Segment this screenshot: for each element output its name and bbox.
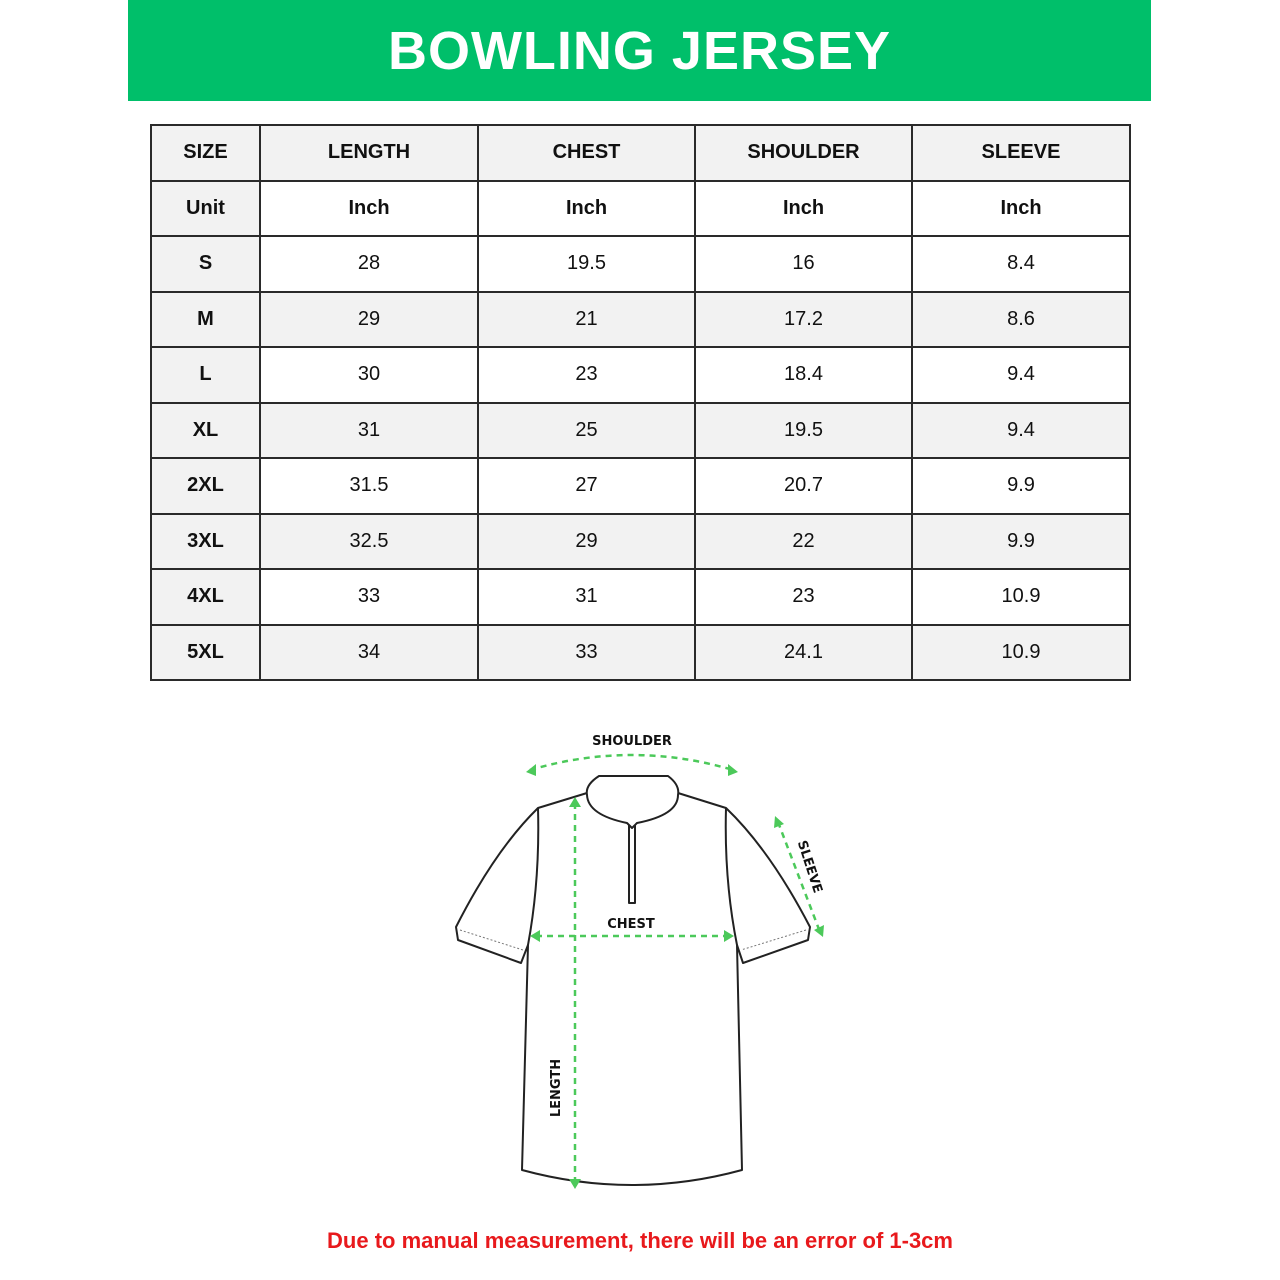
value-cell: 9.9 [911, 457, 1131, 515]
value-cell: 25 [477, 401, 696, 459]
value-cell: 34 [259, 623, 479, 681]
value-cell: 32.5 [259, 512, 479, 570]
value-cell: 10.9 [911, 623, 1131, 681]
unit-cell: Inch [259, 179, 479, 237]
value-cell: 33 [477, 623, 696, 681]
sleeve-arrow [776, 821, 822, 933]
table-row: 2XL 31.5 27 20.7 9.9 [150, 457, 1131, 515]
table-row: L 30 23 18.4 9.4 [150, 346, 1131, 404]
value-cell: 8.6 [911, 290, 1131, 348]
size-cell: 3XL [150, 512, 261, 570]
column-header: SLEEVE [911, 124, 1131, 182]
column-header: SHOULDER [694, 124, 913, 182]
shoulder-arrow [529, 753, 734, 772]
length-label: LENGTH [549, 1059, 564, 1117]
size-chart-table: SIZE LENGTH CHEST SHOULDER SLEEVE Unit Inch In… [150, 124, 1131, 681]
shoulder-label: SHOULDER [592, 734, 672, 749]
value-cell: 23 [477, 346, 696, 404]
collar [585, 775, 680, 829]
value-cell: 22 [694, 512, 913, 570]
value-cell: 9.9 [911, 512, 1131, 570]
value-cell: 33 [259, 568, 479, 626]
jersey-diagram: SHOULDER CHEST SLEEVE LENGTH [455, 734, 825, 1189]
value-cell: 16 [694, 235, 913, 293]
unit-cell: Unit [150, 179, 261, 237]
size-cell: XL [150, 401, 261, 459]
value-cell: 23 [694, 568, 913, 626]
unit-cell: Inch [477, 179, 696, 237]
column-header: SIZE [150, 124, 261, 182]
value-cell: 19.5 [694, 401, 913, 459]
unit-row: Unit Inch Inch Inch Inch [150, 179, 1131, 237]
size-cell: L [150, 346, 261, 404]
value-cell: 10.9 [911, 568, 1131, 626]
column-header: CHEST [477, 124, 696, 182]
value-cell: 20.7 [694, 457, 913, 515]
table-row: 5XL 34 33 24.1 10.9 [150, 623, 1131, 681]
unit-cell: Inch [911, 179, 1131, 237]
value-cell: 21 [477, 290, 696, 348]
page-title: BOWLING JERSEY [387, 20, 892, 81]
table-row: 4XL 33 31 23 10.9 [150, 568, 1131, 626]
table-row: 3XL 32.5 29 22 9.9 [150, 512, 1131, 570]
value-cell: 8.4 [911, 235, 1131, 293]
table-row: S 28 19.5 16 8.4 [150, 235, 1131, 293]
size-cell: M [150, 290, 261, 348]
size-cell: 5XL [150, 623, 261, 681]
column-header: LENGTH [259, 124, 479, 182]
table-row: XL 31 25 19.5 9.4 [150, 401, 1131, 459]
value-cell: 28 [259, 235, 479, 293]
header-row: SIZE LENGTH CHEST SHOULDER SLEEVE [150, 124, 1131, 182]
value-cell: 19.5 [477, 235, 696, 293]
size-cell: S [150, 235, 261, 293]
value-cell: 9.4 [911, 401, 1131, 459]
value-cell: 31 [477, 568, 696, 626]
title-banner: BOWLING JERSEY [128, 0, 1151, 101]
value-cell: 30 [259, 346, 479, 404]
value-cell: 31.5 [259, 457, 479, 515]
jersey-outline [455, 792, 811, 1186]
measurement-note: Due to manual measurement, there will be… [327, 1228, 953, 1253]
chest-label: CHEST [607, 917, 655, 932]
value-cell: 31 [259, 401, 479, 459]
value-cell: 29 [259, 290, 479, 348]
size-cell: 4XL [150, 568, 261, 626]
table-row: M 29 21 17.2 8.6 [150, 290, 1131, 348]
value-cell: 17.2 [694, 290, 913, 348]
value-cell: 29 [477, 512, 696, 570]
size-cell: 2XL [150, 457, 261, 515]
value-cell: 9.4 [911, 346, 1131, 404]
unit-cell: Inch [694, 179, 913, 237]
sleeve-label: SLEEVE [794, 839, 825, 895]
value-cell: 18.4 [694, 346, 913, 404]
value-cell: 24.1 [694, 623, 913, 681]
value-cell: 27 [477, 457, 696, 515]
